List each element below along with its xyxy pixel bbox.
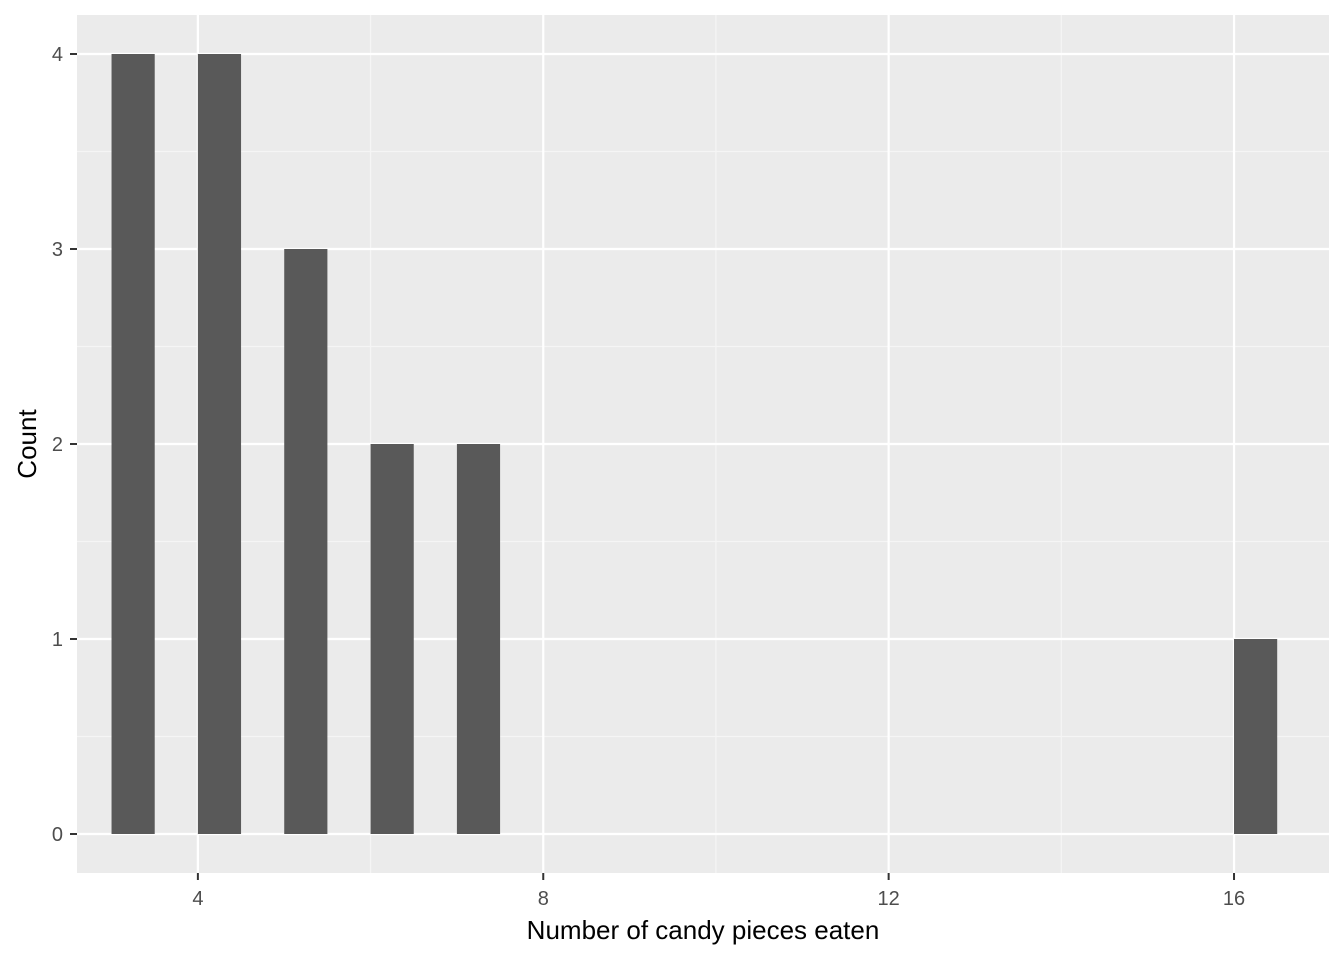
y-tick-label: 2 <box>52 434 63 456</box>
x-tick-label: 8 <box>538 888 549 910</box>
bar <box>111 54 155 834</box>
y-tick-label: 4 <box>52 44 63 66</box>
y-tick-label: 1 <box>52 629 63 651</box>
bar <box>456 444 501 834</box>
bars <box>111 54 1278 834</box>
y-axis-title: Count <box>12 409 42 479</box>
y-tick-label: 0 <box>52 824 63 846</box>
bar <box>370 444 414 834</box>
y-tick-label: 3 <box>52 239 63 261</box>
bar <box>284 249 328 834</box>
x-tick-label: 12 <box>878 888 900 910</box>
x-tick-label: 16 <box>1223 888 1245 910</box>
bar <box>1234 639 1278 834</box>
x-tick-label: 4 <box>192 888 203 910</box>
y-axis: 0 1 2 3 4 <box>52 44 77 846</box>
x-axis-title: Number of candy pieces eaten <box>527 915 880 945</box>
bar <box>197 54 242 834</box>
x-axis: 4 8 12 16 <box>192 873 1245 910</box>
